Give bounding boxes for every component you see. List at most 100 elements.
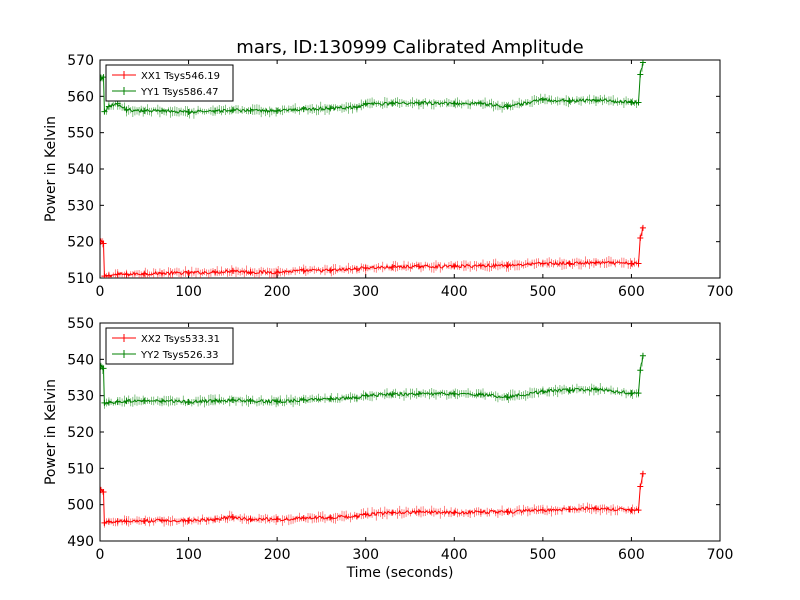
legend-box — [105, 64, 234, 102]
data-point — [566, 506, 573, 513]
data-point — [159, 107, 165, 114]
series-line — [100, 62, 644, 115]
data-point — [101, 519, 108, 526]
data-point — [327, 267, 334, 274]
data-point — [105, 399, 112, 406]
data-point — [477, 262, 484, 269]
data-point — [593, 96, 599, 103]
data-point — [635, 99, 642, 106]
data-point — [389, 391, 396, 398]
data-point — [100, 75, 104, 82]
data-point — [628, 507, 635, 514]
data-point — [639, 352, 646, 359]
data-point — [477, 508, 484, 515]
x-tick-label: 100 — [175, 547, 202, 563]
legend: XX1 Tsys546.19 YY1 Tsys586.47 — [105, 64, 234, 102]
legend-label: XX2 Tsys533.31 — [141, 334, 220, 345]
data-point — [539, 260, 546, 267]
data-point — [451, 509, 458, 516]
data-point — [389, 100, 396, 107]
series-line — [100, 355, 644, 406]
data-point — [637, 235, 644, 242]
data-point — [123, 106, 130, 113]
series-1 — [100, 470, 646, 528]
data-point — [247, 107, 254, 114]
chart-panel-2: 0 100 200 300 400 500 600 700 490 500 510 520 530 540… — [43, 316, 733, 581]
panels: 0 100 200 300 400 500 600 700 510 520 530 540 550 560… — [43, 53, 733, 581]
data-point — [212, 107, 219, 114]
x-tick-label: 700 — [707, 547, 734, 563]
data-point — [635, 507, 642, 514]
data-point — [123, 398, 130, 405]
data-point — [123, 271, 130, 278]
y-tick-label: 560 — [67, 89, 94, 105]
data-point — [539, 388, 546, 395]
series-1 — [100, 224, 646, 278]
data-point — [212, 397, 219, 404]
data-point — [100, 488, 107, 495]
series-line — [100, 227, 644, 278]
data-point — [637, 71, 644, 78]
y-tick-label: 520 — [67, 425, 94, 441]
data-point — [477, 100, 484, 107]
y-tick-label: 490 — [67, 534, 94, 550]
data-point — [274, 269, 281, 276]
data-point — [123, 518, 130, 525]
data-point — [274, 516, 281, 523]
data-point — [415, 390, 422, 397]
data-point — [247, 516, 254, 523]
data-point — [159, 270, 165, 277]
data-point — [593, 386, 599, 393]
data-point — [300, 397, 307, 404]
data-point — [105, 103, 112, 110]
data-point — [451, 263, 458, 270]
x-tick-label: 300 — [352, 284, 379, 300]
data-point — [415, 99, 422, 106]
data-point — [185, 108, 192, 115]
data-point — [628, 390, 635, 397]
data-point — [327, 105, 334, 112]
data-point — [185, 269, 192, 276]
data-point — [415, 508, 422, 515]
chart-title: mars, ID:130999 Calibrated Amplitude — [236, 37, 583, 58]
data-point — [141, 270, 148, 277]
data-point — [566, 97, 573, 104]
data-point — [628, 99, 635, 106]
data-point — [451, 100, 458, 107]
series-2 — [100, 352, 646, 409]
y-tick-label: 510 — [67, 461, 94, 477]
data-point — [635, 390, 642, 397]
series-2 — [100, 60, 646, 119]
y-tick-label: 550 — [67, 126, 94, 142]
data-point — [353, 104, 360, 111]
data-point — [159, 517, 165, 524]
data-point — [247, 269, 254, 276]
data-point — [141, 518, 148, 525]
y-tick-label: 530 — [67, 389, 94, 405]
data-point — [566, 387, 573, 394]
data-point — [212, 516, 219, 523]
y-tick-label: 570 — [67, 53, 94, 69]
data-point — [639, 60, 646, 66]
y-tick-label: 530 — [67, 198, 94, 214]
data-point — [504, 394, 511, 401]
data-point — [504, 508, 511, 515]
data-point — [353, 265, 360, 272]
data-point — [300, 515, 307, 522]
data-point — [229, 397, 236, 404]
data-point — [185, 517, 192, 524]
y-tick-label: 540 — [67, 352, 94, 368]
data-point — [362, 100, 369, 107]
data-point — [274, 398, 281, 405]
x-tick-label: 600 — [618, 284, 645, 300]
x-tick-label: 700 — [707, 284, 734, 300]
data-point — [300, 106, 307, 113]
data-point — [389, 264, 396, 271]
data-point — [539, 507, 546, 514]
data-point — [185, 398, 192, 405]
data-point — [212, 269, 219, 276]
data-point — [362, 392, 369, 399]
data-point — [504, 262, 511, 269]
data-point — [114, 100, 121, 107]
legend-label: YY2 Tsys526.33 — [140, 350, 219, 361]
